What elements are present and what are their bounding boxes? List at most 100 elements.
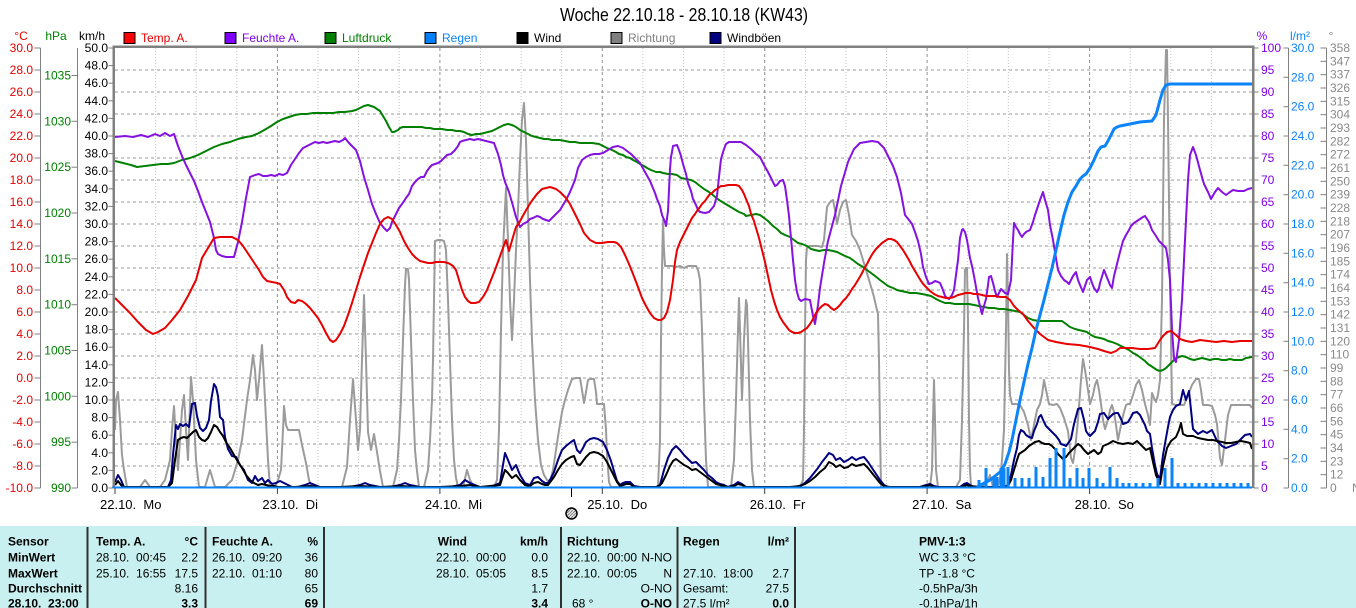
svg-text:Windböen: Windböen: [727, 31, 781, 45]
svg-text:315: 315: [1330, 94, 1350, 108]
svg-text:Durchschnitt: Durchschnitt: [8, 582, 82, 596]
svg-text:70: 70: [1261, 173, 1275, 187]
svg-text:100: 100: [1261, 41, 1281, 55]
svg-text:3.4: 3.4: [531, 597, 548, 608]
svg-text:4.0: 4.0: [91, 446, 108, 460]
svg-text:22.10. 00:00: 22.10. 00:00: [436, 551, 506, 565]
svg-text:Woche 22.10.18 - 28.10.18 (KW4: Woche 22.10.18 - 28.10.18 (KW43): [560, 5, 808, 25]
svg-text:32.0: 32.0: [85, 199, 109, 213]
svg-text:46.0: 46.0: [85, 76, 109, 90]
svg-text:12.0: 12.0: [10, 239, 34, 253]
svg-text:142: 142: [1330, 308, 1350, 322]
svg-text:10.0: 10.0: [10, 261, 34, 275]
svg-text:12.0: 12.0: [1291, 305, 1315, 319]
svg-text:6.0: 6.0: [16, 305, 33, 319]
svg-text:48.0: 48.0: [85, 59, 109, 73]
svg-text:196: 196: [1330, 241, 1350, 255]
svg-text:1010: 1010: [44, 298, 71, 312]
svg-text:218: 218: [1330, 214, 1350, 228]
svg-text:Temp. A.: Temp. A.: [96, 535, 145, 549]
svg-text:22.10. 01:10: 22.10. 01:10: [212, 567, 282, 581]
svg-text:18.0: 18.0: [85, 323, 109, 337]
svg-text:36: 36: [305, 551, 319, 565]
svg-text:23.10. Di: 23.10. Di: [262, 497, 318, 512]
svg-text:282: 282: [1330, 134, 1350, 148]
svg-text:WC 3.3 °C: WC 3.3 °C: [919, 551, 976, 565]
svg-text:km/h: km/h: [520, 535, 548, 549]
svg-text:-8.0: -8.0: [12, 459, 33, 473]
svg-text:38.0: 38.0: [85, 147, 109, 161]
svg-text:-0.1hPa/1h: -0.1hPa/1h: [919, 597, 978, 608]
svg-text:27.10. Sa: 27.10. Sa: [912, 497, 972, 512]
svg-text:25.10. 16:55: 25.10. 16:55: [96, 567, 166, 581]
svg-text:293: 293: [1330, 121, 1350, 135]
svg-text:88: 88: [1330, 374, 1344, 388]
svg-text:0.0: 0.0: [531, 551, 548, 565]
svg-text:24.0: 24.0: [1291, 129, 1315, 143]
svg-text:4.0: 4.0: [16, 327, 33, 341]
svg-text:207: 207: [1330, 228, 1350, 242]
svg-text:131: 131: [1330, 321, 1350, 335]
svg-text:2.0: 2.0: [91, 463, 108, 477]
svg-text:10.0: 10.0: [85, 393, 109, 407]
svg-text:%: %: [307, 535, 318, 549]
svg-text:25: 25: [1261, 371, 1275, 385]
svg-text:km/h: km/h: [79, 29, 105, 43]
svg-text:24.10. Mi: 24.10. Mi: [425, 497, 482, 512]
svg-text:272: 272: [1330, 148, 1350, 162]
svg-text:0.0: 0.0: [16, 371, 33, 385]
svg-text:l/m²: l/m²: [1290, 29, 1310, 43]
svg-text:O-NO: O-NO: [641, 597, 672, 608]
svg-text:60: 60: [1261, 217, 1275, 231]
svg-text:22.10. 00:05: 22.10. 00:05: [567, 567, 637, 581]
svg-text:347: 347: [1330, 54, 1350, 68]
svg-text:22.0: 22.0: [1291, 158, 1315, 172]
svg-text:10.0: 10.0: [1291, 334, 1315, 348]
svg-text:Temp. A.: Temp. A.: [141, 31, 188, 45]
svg-text:18.0: 18.0: [1291, 217, 1315, 231]
svg-text:1020: 1020: [44, 206, 71, 220]
svg-text:174: 174: [1330, 268, 1350, 282]
svg-text:36.0: 36.0: [85, 164, 109, 178]
svg-text:120: 120: [1330, 334, 1350, 348]
svg-text:°: °: [1329, 29, 1334, 43]
svg-text:MaxWert: MaxWert: [8, 567, 58, 581]
svg-text:0: 0: [1261, 481, 1268, 495]
svg-text:3.3: 3.3: [181, 597, 198, 608]
svg-text:8.0: 8.0: [16, 283, 33, 297]
svg-text:995: 995: [51, 435, 71, 449]
svg-text:40: 40: [1261, 305, 1275, 319]
svg-text:MinWert: MinWert: [8, 551, 55, 565]
svg-text:-4.0: -4.0: [12, 415, 33, 429]
svg-text:-10.0: -10.0: [6, 481, 34, 495]
svg-text:%: %: [1257, 29, 1268, 43]
svg-text:55: 55: [1261, 239, 1275, 253]
svg-text:Feuchte A.: Feuchte A.: [242, 31, 299, 45]
svg-text:PMV-1:3: PMV-1:3: [919, 535, 966, 549]
svg-text:65: 65: [1261, 195, 1275, 209]
svg-text:110: 110: [1330, 348, 1349, 362]
svg-text:95: 95: [1261, 63, 1275, 77]
svg-text:45: 45: [1330, 428, 1344, 442]
svg-text:45: 45: [1261, 283, 1275, 297]
svg-text:20.0: 20.0: [1291, 188, 1315, 202]
svg-text:34.0: 34.0: [85, 182, 109, 196]
svg-text:261: 261: [1330, 161, 1350, 175]
svg-text:O-NO: O-NO: [641, 582, 672, 596]
svg-text:8.0: 8.0: [1291, 364, 1308, 378]
svg-text:304: 304: [1330, 108, 1350, 122]
svg-text:20.0: 20.0: [10, 151, 34, 165]
svg-text:22.0: 22.0: [10, 129, 34, 143]
svg-text:°C: °C: [14, 29, 28, 43]
svg-text:22.10. 00:00: 22.10. 00:00: [567, 551, 637, 565]
svg-text:56: 56: [1330, 414, 1344, 428]
svg-text:85: 85: [1261, 107, 1275, 121]
svg-text:1000: 1000: [44, 389, 71, 403]
svg-text:25.10. Do: 25.10. Do: [587, 497, 647, 512]
svg-text:337: 337: [1330, 68, 1350, 82]
svg-text:Luftdruck: Luftdruck: [342, 31, 392, 45]
svg-text:N: N: [663, 567, 672, 581]
svg-text:Wind: Wind: [438, 535, 467, 549]
svg-text:27.5 l/m²: 27.5 l/m²: [683, 597, 730, 608]
svg-text:18.0: 18.0: [10, 173, 34, 187]
